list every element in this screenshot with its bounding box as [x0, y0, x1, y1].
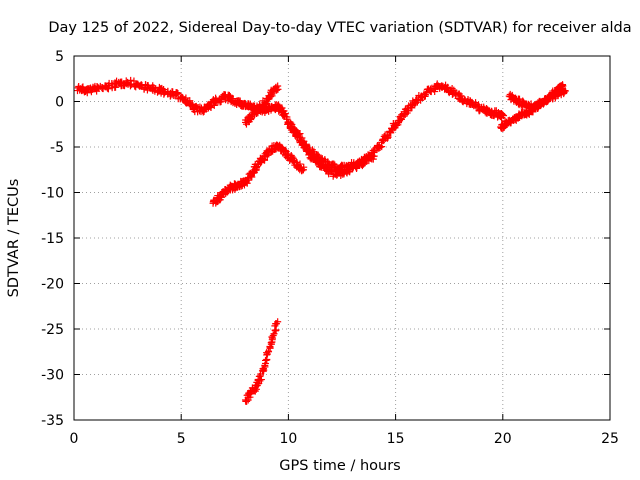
data-marker	[330, 160, 338, 168]
data-marker	[457, 92, 465, 100]
y-axis-label: SDTVAR / TECUs	[6, 179, 22, 298]
data-marker	[264, 348, 272, 356]
y-tick-label: -10	[41, 186, 64, 202]
data-marker	[160, 89, 168, 97]
plot-frame	[73, 55, 611, 421]
x-tick-label: 10	[279, 431, 297, 447]
data-marker	[272, 326, 280, 334]
data-marker	[166, 92, 174, 100]
data-marker	[293, 128, 301, 136]
data-marker	[272, 320, 280, 328]
y-tick-label: 5	[55, 49, 64, 65]
series-track-low	[209, 141, 308, 207]
data-marker	[300, 163, 308, 171]
data-marker	[266, 342, 274, 350]
data-marker	[283, 113, 291, 121]
data-marker	[422, 89, 430, 97]
data-marker	[212, 94, 220, 102]
data-marker	[302, 140, 310, 148]
data-marker	[256, 372, 264, 380]
data-marker	[271, 327, 279, 335]
data-marker	[421, 90, 429, 98]
data-marker	[346, 164, 354, 172]
chart-title: Day 125 of 2022, Sidereal Day-to-day VTE…	[48, 20, 631, 36]
data-marker	[561, 87, 569, 95]
series-track-main	[73, 76, 508, 180]
data-layer	[73, 76, 569, 405]
data-marker	[253, 162, 261, 170]
data-marker	[257, 376, 265, 384]
series-track-steep	[242, 318, 282, 405]
data-marker	[270, 330, 278, 338]
tick-layer: 0 5 10 15 20 25 5 0 -5 -10 -15 -20 -25 -30 -35	[41, 49, 619, 447]
data-marker	[413, 95, 421, 103]
data-marker	[369, 155, 377, 163]
y-tick-label: -5	[50, 140, 64, 156]
data-marker	[267, 148, 275, 156]
data-marker	[298, 167, 306, 175]
x-tick-label: 25	[601, 431, 619, 447]
series-track-late-upper	[505, 85, 569, 113]
x-axis-label: GPS time / hours	[279, 458, 400, 474]
x-tick-label: 15	[387, 431, 405, 447]
data-marker	[289, 156, 297, 164]
y-tick-label: -20	[41, 277, 64, 293]
data-marker	[329, 172, 337, 180]
data-marker	[448, 85, 456, 93]
data-marker	[376, 143, 384, 151]
series-track-parallel	[284, 118, 378, 174]
series-track-jump	[242, 82, 282, 128]
x-tick-label: 20	[494, 431, 512, 447]
y-tick-label: -30	[41, 368, 64, 384]
data-marker	[498, 110, 506, 118]
data-marker	[269, 331, 277, 339]
data-marker	[272, 83, 280, 91]
data-marker	[243, 397, 251, 405]
data-marker	[260, 366, 268, 374]
y-tick-label: -15	[41, 231, 64, 247]
x-tick-label: 0	[70, 431, 79, 447]
data-marker	[207, 103, 215, 111]
data-marker	[262, 356, 270, 364]
data-marker	[286, 124, 294, 132]
y-tick-label: -25	[41, 322, 64, 338]
x-tick-label: 5	[177, 431, 186, 447]
y-tick-label: -35	[41, 413, 64, 429]
data-marker	[500, 112, 508, 120]
data-marker	[225, 93, 233, 101]
y-tick-label: 0	[55, 95, 64, 111]
